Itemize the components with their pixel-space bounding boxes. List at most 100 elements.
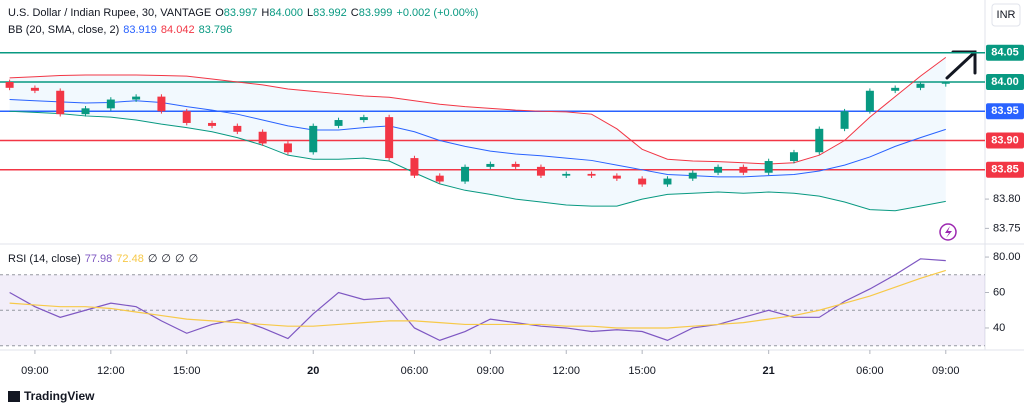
ohlc-value: 83.997 [223, 7, 258, 19]
price-label: 83.85 [991, 164, 1019, 176]
candle-body [714, 166, 723, 173]
x-tick-label: 12:00 [97, 365, 125, 377]
bb-line [9, 99, 946, 178]
brand: TradingView [24, 389, 95, 403]
candle-body [359, 117, 368, 121]
price-label-box [986, 132, 1024, 149]
x-tick-label: 06:00 [401, 365, 429, 377]
candle-body [916, 83, 925, 88]
indicator-value: 83.919 [123, 24, 157, 36]
x-tick-label: 09:00 [21, 365, 49, 377]
candle-body [435, 175, 444, 182]
x-tick-label: 15:00 [628, 365, 656, 377]
price-label-box [986, 73, 1024, 90]
candle-body [81, 108, 90, 115]
rsi-line [9, 269, 946, 329]
price-label-box [986, 103, 1024, 120]
candle-body [536, 166, 545, 176]
candle-body [840, 111, 849, 129]
candle-body [739, 166, 748, 173]
candle-body [891, 87, 900, 91]
x-tick-label: 21 [763, 365, 775, 377]
bb-line [9, 56, 947, 165]
y-tick-label: 83.80 [993, 193, 1021, 205]
candle-body [663, 178, 672, 185]
bb-line [9, 110, 946, 212]
price-label: 84.00 [991, 76, 1019, 88]
candle-body [334, 120, 343, 126]
indicator-value: ∅ [161, 253, 171, 265]
candle-body [562, 173, 571, 176]
y-tick-label: 60 [993, 286, 1005, 298]
indicator-value: 77.98 [84, 253, 113, 265]
ohlc-value: 83.992 [313, 7, 347, 19]
brand-logo [8, 391, 20, 402]
bb-fill [9, 57, 946, 211]
x-tick-label: 15:00 [173, 365, 201, 377]
indicator-value: 84.042 [160, 24, 195, 36]
candle-body [208, 122, 217, 126]
indicator-value: ∅ [175, 253, 185, 265]
price-label-box [986, 161, 1024, 178]
candle-body [283, 143, 292, 153]
currency: INR [997, 9, 1016, 21]
ohlc-key: L [307, 7, 314, 19]
indicator-name: RSI (14, close) [8, 253, 81, 265]
ohlc-key: C [350, 7, 359, 19]
ohlc-key: H [261, 7, 270, 19]
candle-body [182, 111, 191, 123]
candle-body [410, 158, 419, 176]
candle-body [789, 152, 798, 162]
ohlc-value: 83.999 [358, 7, 393, 19]
candle-body [5, 81, 14, 88]
candle-body [511, 163, 520, 167]
candle-body [30, 87, 39, 91]
price-label: 83.95 [991, 105, 1019, 117]
x-tick-label: 20 [307, 365, 319, 377]
x-tick-label: 12:00 [552, 365, 580, 377]
ohlc-key: O [215, 7, 224, 19]
candle-body [132, 96, 141, 100]
price-label: 84.05 [991, 47, 1019, 59]
candle-body [865, 90, 874, 112]
symbol-legend: U.S. Dollar / Indian Rupee, 30, VANTAGE O… [8, 7, 482, 19]
y-tick-label: 80.00 [993, 251, 1021, 263]
candle-body [612, 175, 621, 179]
x-tick-label: 06:00 [856, 365, 884, 377]
candle-body [56, 90, 65, 115]
alert-icon-bolt [945, 226, 952, 238]
symbol: U.S. Dollar / Indian Rupee, 30, VANTAGE [8, 7, 212, 19]
trend-arrow [945, 50, 977, 80]
change: +0.002 (+0.00%) [396, 7, 479, 19]
candle-body [815, 128, 824, 153]
candle-body [157, 96, 166, 112]
currency-button[interactable] [991, 3, 1021, 27]
indicator-value: 83.796 [198, 24, 233, 36]
indicator-name: BB (20, SMA, close, 2) [8, 24, 120, 36]
y-tick-label: 40 [993, 322, 1005, 334]
candle-body [941, 82, 950, 84]
candle-body [309, 125, 318, 153]
candle-body [688, 172, 697, 179]
x-tick-label: 09:00 [932, 365, 960, 377]
candle-body [106, 99, 115, 109]
candle-body [587, 173, 596, 176]
candle-body [385, 117, 394, 159]
indicator-value: ∅ [188, 253, 199, 265]
candle-body [486, 163, 495, 167]
price-label-box [986, 44, 1024, 61]
x-tick-label: 09:00 [477, 365, 505, 377]
candle-body [258, 131, 267, 144]
rsi-legend: RSI (14, close) 77.98 72.48 ∅ ∅ ∅ ∅ [8, 252, 202, 265]
alert-icon[interactable] [939, 223, 957, 241]
ohlc-value: 84.000 [269, 7, 304, 19]
price-label: 83.90 [991, 134, 1019, 146]
indicator-value: ∅ [147, 253, 158, 265]
y-tick-label: 83.75 [993, 222, 1021, 234]
bb-legend: BB (20, SMA, close, 2) 83.919 84.042 83.796 [8, 24, 236, 36]
candle-body [461, 166, 470, 182]
candle-body [233, 125, 242, 132]
candle-body [638, 178, 647, 185]
